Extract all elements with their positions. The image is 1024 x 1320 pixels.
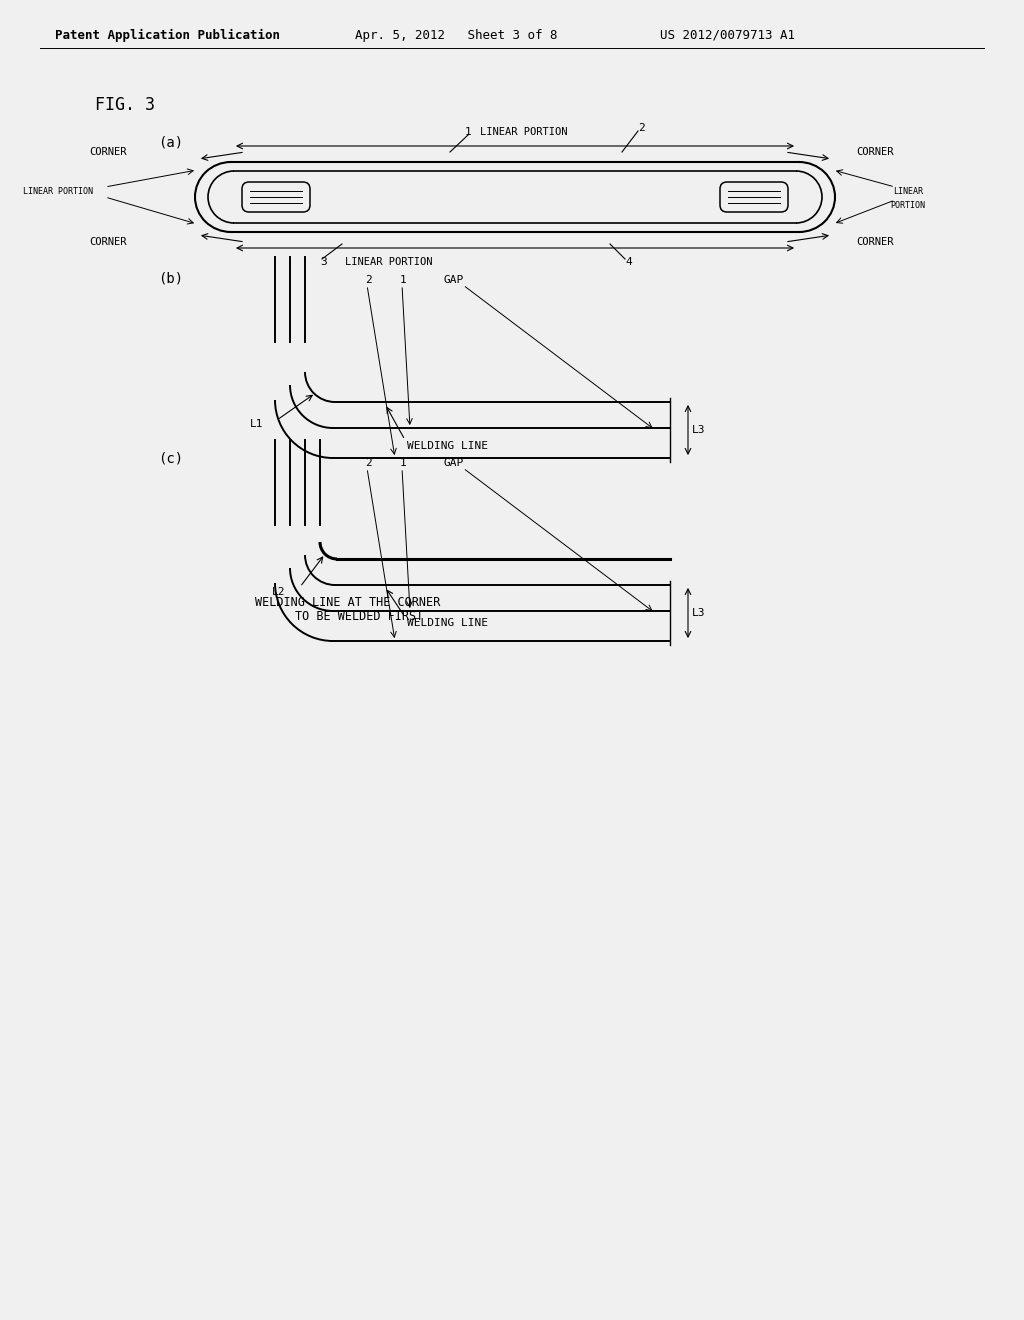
Text: GAP: GAP — [443, 275, 463, 285]
Text: CORNER: CORNER — [856, 238, 894, 247]
Text: US 2012/0079713 A1: US 2012/0079713 A1 — [660, 29, 795, 41]
Text: FIG. 3: FIG. 3 — [95, 96, 155, 114]
Text: LINEAR PORTION: LINEAR PORTION — [345, 257, 432, 267]
Text: CORNER: CORNER — [89, 147, 127, 157]
Text: CORNER: CORNER — [89, 238, 127, 247]
Text: (a): (a) — [158, 135, 183, 149]
Text: Patent Application Publication: Patent Application Publication — [55, 29, 280, 41]
Text: (c): (c) — [158, 451, 183, 465]
Text: WELDING LINE: WELDING LINE — [407, 618, 488, 628]
Text: CORNER: CORNER — [856, 147, 894, 157]
Text: 3: 3 — [319, 257, 327, 267]
Text: Apr. 5, 2012   Sheet 3 of 8: Apr. 5, 2012 Sheet 3 of 8 — [355, 29, 557, 41]
Text: 1: 1 — [400, 275, 407, 285]
Text: GAP: GAP — [443, 458, 463, 469]
Text: 2: 2 — [365, 458, 372, 469]
Text: PORTION: PORTION — [891, 201, 926, 210]
Text: 1: 1 — [400, 458, 407, 469]
Text: L3: L3 — [692, 425, 706, 436]
Text: 2: 2 — [638, 123, 645, 133]
Text: 2: 2 — [365, 275, 372, 285]
Text: LINEAR PORTION: LINEAR PORTION — [23, 187, 93, 197]
Text: 4: 4 — [625, 257, 632, 267]
Text: WELDING LINE AT THE CORNER: WELDING LINE AT THE CORNER — [255, 595, 440, 609]
Text: L1: L1 — [250, 418, 263, 429]
Text: WELDING LINE: WELDING LINE — [407, 441, 488, 451]
Text: L3: L3 — [692, 609, 706, 618]
Text: LINEAR PORTION: LINEAR PORTION — [480, 127, 567, 137]
Text: TO BE WELDED FIRST: TO BE WELDED FIRST — [295, 610, 423, 623]
Text: 1: 1 — [465, 127, 472, 137]
Text: L2: L2 — [272, 587, 286, 597]
Text: (b): (b) — [158, 271, 183, 285]
Text: LINEAR: LINEAR — [893, 187, 923, 197]
